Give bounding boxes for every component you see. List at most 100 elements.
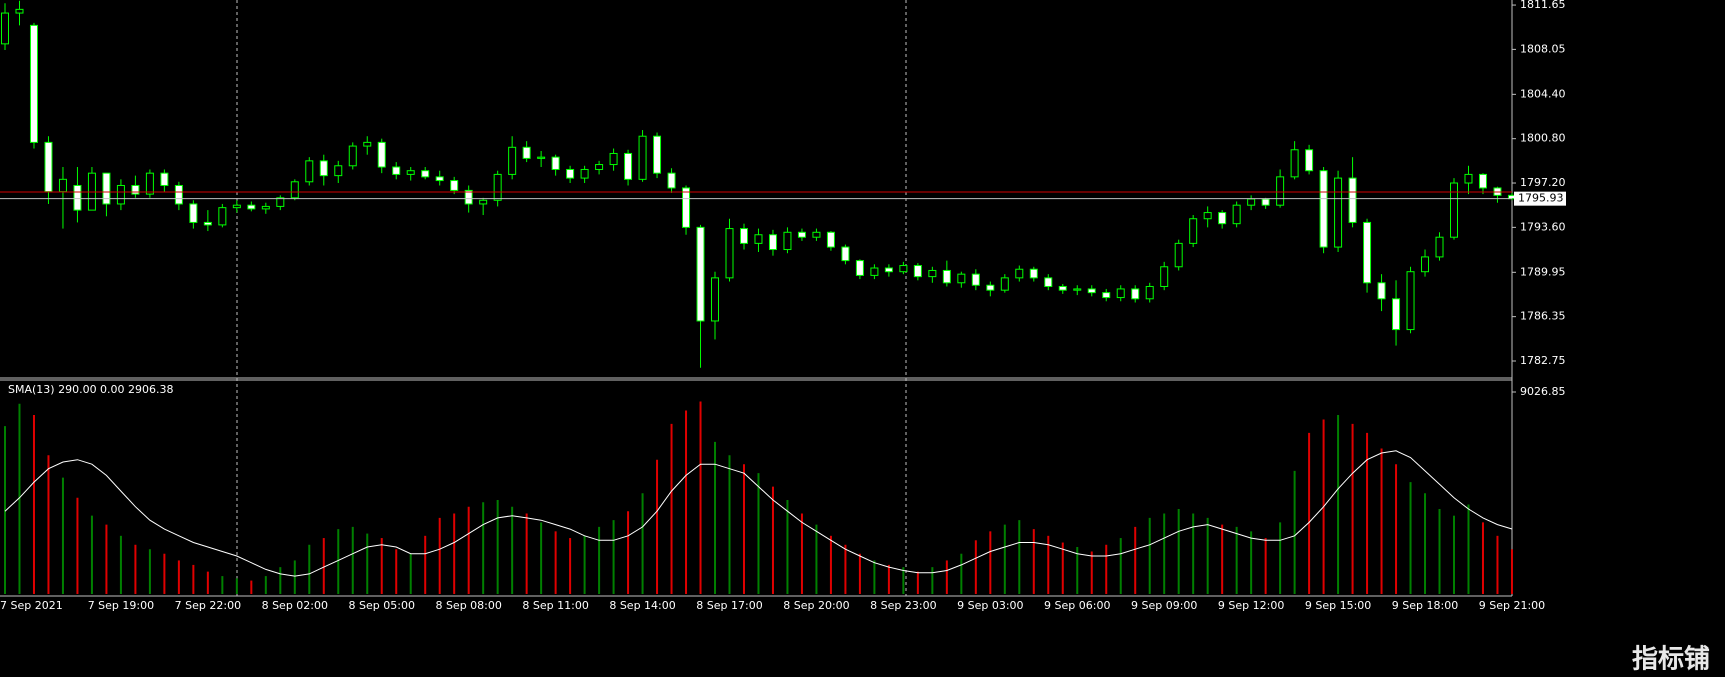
candle-body <box>942 269 951 284</box>
y-tick-label: 1797.20 <box>1520 176 1566 189</box>
candle-body <box>783 231 792 251</box>
candle-body <box>1000 277 1009 291</box>
x-tick-label: 8 Sep 23:00 <box>870 599 936 612</box>
candle-body <box>1218 212 1227 225</box>
candle-body <box>160 172 169 186</box>
candle-body <box>218 207 227 226</box>
candle-body <box>595 164 604 170</box>
candle-body <box>276 197 285 207</box>
x-tick-label: 9 Sep 21:00 <box>1479 599 1545 612</box>
candle-body <box>73 184 82 211</box>
candle-body <box>667 172 676 189</box>
candle-body <box>131 184 140 195</box>
candle-body <box>479 199 488 205</box>
candle-body <box>1116 288 1125 299</box>
candle-body <box>739 228 748 244</box>
candle-body <box>1406 271 1415 331</box>
y-tick-label: 9026.85 <box>1520 385 1566 398</box>
candle-body <box>1421 256 1430 273</box>
y-tick-label: 1811.65 <box>1520 0 1566 11</box>
x-tick-label: 7 Sep 2021 <box>0 599 63 612</box>
candle-body <box>566 168 575 179</box>
y-tick-label: 1789.95 <box>1520 265 1566 278</box>
candle-body <box>913 265 922 278</box>
candle-body <box>609 152 618 166</box>
x-tick-label: 8 Sep 14:00 <box>609 599 675 612</box>
candle-body <box>711 277 720 322</box>
candle-body <box>1131 288 1140 300</box>
candle-body <box>1044 277 1053 287</box>
candle-body <box>290 181 299 199</box>
candle-body <box>1435 236 1444 258</box>
watermark: 指标铺 <box>1632 645 1710 675</box>
candle-body <box>1377 282 1386 300</box>
candle-body <box>971 273 980 286</box>
candle-body <box>174 184 183 205</box>
candle-body <box>406 170 415 175</box>
x-tick-label: 9 Sep 18:00 <box>1392 599 1458 612</box>
y-tick-label: 1804.40 <box>1520 87 1566 100</box>
candle-body <box>1058 285 1067 291</box>
candle-body <box>1145 285 1154 300</box>
candle-body <box>957 273 966 284</box>
candle-body <box>464 189 473 205</box>
candle-body <box>1464 173 1473 184</box>
candle-body <box>1203 212 1212 220</box>
candle-body <box>580 168 589 179</box>
candle-body <box>377 141 386 168</box>
x-tick-label: 8 Sep 20:00 <box>783 599 849 612</box>
y-tick-label: 1786.35 <box>1520 310 1566 323</box>
candle-body <box>1478 173 1487 189</box>
candle-body <box>392 166 401 175</box>
candle-body <box>1189 218 1198 244</box>
candle-body <box>928 269 937 278</box>
candle-body <box>1261 198 1270 206</box>
y-tick-label: 1782.75 <box>1520 354 1566 367</box>
candle-body <box>754 234 763 244</box>
candle-body <box>203 221 212 226</box>
candle-body <box>1174 242 1183 268</box>
x-tick-label: 9 Sep 15:00 <box>1305 599 1371 612</box>
sma-line <box>4 450 1513 577</box>
candle-body <box>551 156 560 170</box>
x-tick-label: 8 Sep 05:00 <box>349 599 415 612</box>
candle-body <box>797 231 806 238</box>
x-tick-label: 7 Sep 19:00 <box>88 599 154 612</box>
last-price-box <box>1514 191 1566 206</box>
candle-body <box>1276 176 1285 206</box>
candle-body <box>725 228 734 279</box>
candle-body <box>1392 298 1401 331</box>
candle-body <box>15 8 24 14</box>
candle-body <box>855 260 864 276</box>
candle-body <box>870 267 879 276</box>
candle-body <box>493 173 502 201</box>
candle-body <box>682 187 691 228</box>
x-tick-label: 9 Sep 09:00 <box>1131 599 1197 612</box>
candle-body <box>1247 198 1256 206</box>
candle-body <box>537 156 546 159</box>
x-tick-label: 8 Sep 17:00 <box>696 599 762 612</box>
candle-body <box>29 24 38 143</box>
candle-body <box>450 180 459 191</box>
candle-body <box>305 160 314 183</box>
x-tick-label: 9 Sep 03:00 <box>957 599 1023 612</box>
candle-body <box>1029 268 1038 279</box>
candle-body <box>1334 177 1343 248</box>
y-tick-label: 1793.60 <box>1520 220 1566 233</box>
candle-body <box>58 178 67 193</box>
candle-body <box>319 160 328 177</box>
candle-body <box>1348 177 1357 223</box>
candle-body <box>624 152 633 180</box>
candle-body <box>261 205 270 210</box>
candle-body <box>812 231 821 238</box>
x-tick-label: 7 Sep 22:00 <box>175 599 241 612</box>
candle-body <box>1305 149 1314 172</box>
candle-body <box>653 135 662 174</box>
candle-body <box>334 165 343 177</box>
candle-body <box>232 204 241 209</box>
x-tick-label: 8 Sep 08:00 <box>435 599 501 612</box>
y-tick-label: 1800.80 <box>1520 132 1566 145</box>
indicator-label: SMA(13) 290.00 0.00 2906.38 <box>8 383 174 396</box>
candle-body <box>884 267 893 273</box>
